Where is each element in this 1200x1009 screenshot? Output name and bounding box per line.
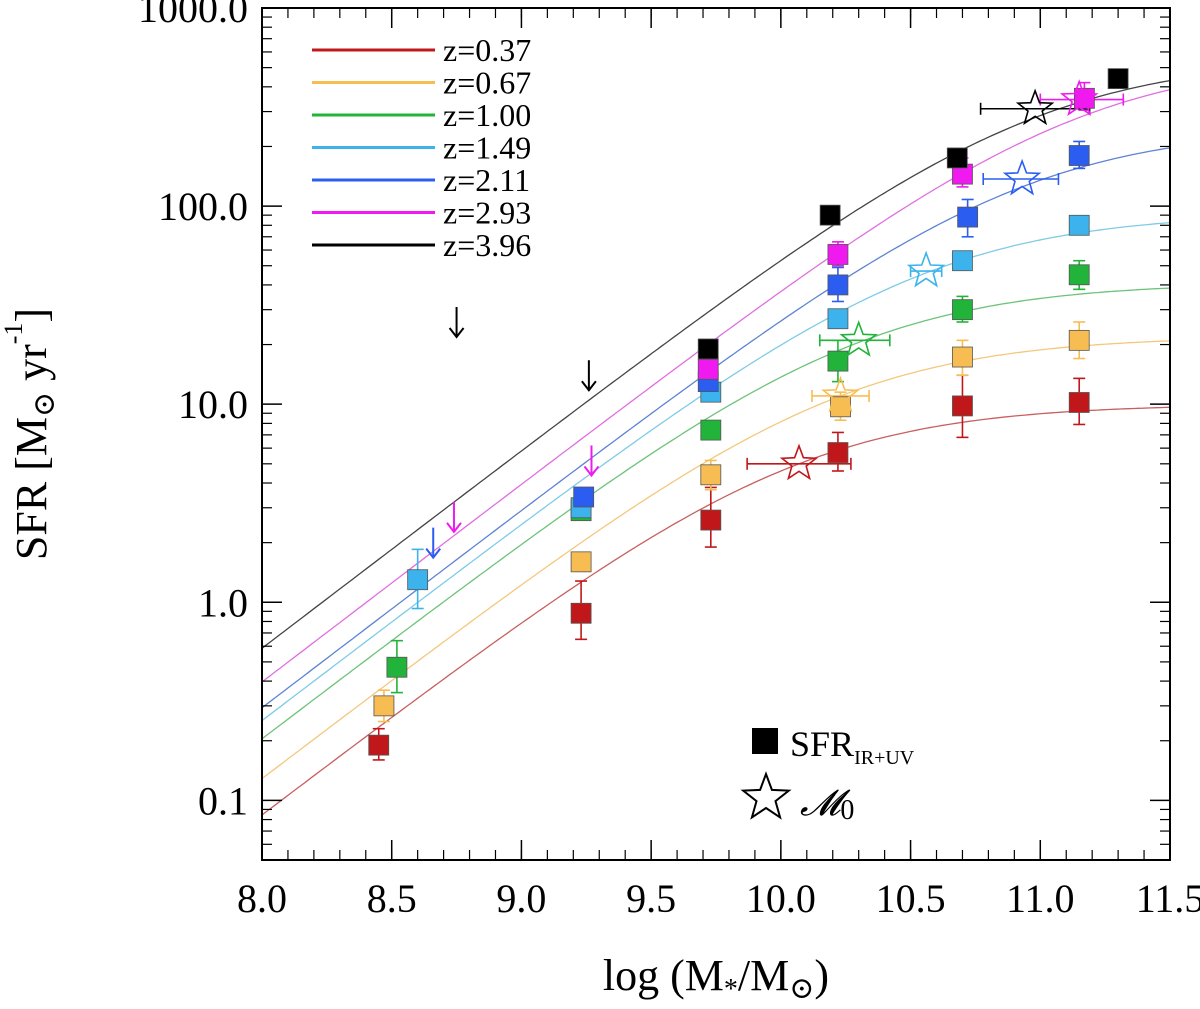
data-square-3-4 (952, 250, 973, 272)
legend: z=0.37z=0.67z=1.00z=1.49z=2.11z=2.93z=3.… (312, 32, 531, 263)
data-square-0-5 (1068, 392, 1090, 413)
data-square-5-0 (697, 358, 719, 380)
legend-label-3: z=1.49 (443, 130, 531, 166)
model-curves (261, 79, 1171, 816)
model-curve-0 (261, 406, 1171, 816)
x-tick-label-6: 11.0 (1006, 876, 1075, 921)
legend-label-4: z=2.11 (443, 162, 530, 198)
mass-star-2 (839, 320, 878, 357)
data-square-0-3 (827, 442, 849, 463)
data-square-6-2 (946, 147, 968, 169)
upper-limit-arrows (425, 306, 600, 560)
data-square-2-3 (827, 350, 849, 372)
y-tick-label-0: 0.1 (198, 778, 248, 823)
plot-frame (261, 7, 1171, 861)
data-square-0-1 (570, 602, 592, 624)
legend-label-5: z=2.93 (443, 195, 531, 231)
mass-star-1 (821, 375, 860, 413)
x-tick-label-7: 11.5 (1136, 876, 1200, 921)
data-square-6-3 (1107, 68, 1129, 90)
data-square-2-5 (1068, 264, 1090, 286)
key-square-icon (752, 728, 778, 754)
upper-limit-head-2 (446, 522, 462, 534)
data-square-0-2 (700, 509, 722, 531)
data-square-4-2 (827, 274, 849, 296)
x-tick-label-1: 8.5 (367, 876, 417, 921)
key-star-icon (740, 771, 792, 820)
symbol-key: SFRIR+UV 𝓜0 (740, 724, 915, 826)
y-tick-label-1: 1.0 (198, 580, 248, 625)
data-square-2-4 (952, 299, 973, 321)
x-tick-label-3: 9.5 (626, 876, 676, 921)
mass-star-0 (779, 443, 819, 481)
x-tick-label-5: 10.5 (876, 876, 946, 921)
mass-star-6 (1015, 88, 1055, 126)
key-star-label: 𝓜0 (800, 783, 854, 826)
x-tick-label-4: 10.0 (746, 876, 816, 921)
data-square-1-5 (1068, 329, 1090, 351)
data-square-1-1 (570, 551, 592, 573)
data-square-0-4 (952, 395, 973, 417)
data-square-3-3 (827, 308, 849, 330)
mass-star-4 (1002, 158, 1042, 196)
legend-label-6: z=3.96 (443, 227, 531, 263)
axis-ticks: 8.0 8.5 9.0 9.5 10.0 10.5 11.0 11.5 0.1 1.0 10.0 10… (138, 0, 1200, 921)
upper-limit-head-3 (583, 465, 600, 478)
y-tick-label-3: 100.0 (158, 184, 248, 229)
data-square-1-2 (700, 464, 722, 486)
model-curve-1 (261, 340, 1171, 780)
x-tick-label-2: 9.0 (496, 876, 546, 921)
data-square-6-0 (697, 338, 719, 360)
plot-border (261, 7, 1171, 861)
y-axis-label: SFR [M⊙ yr-1] (0, 308, 61, 560)
y-tick-label-4: 1000.0 (138, 0, 248, 31)
data-square-1-0 (373, 695, 395, 717)
data-square-3-0 (407, 569, 429, 591)
data-square-3-5 (1068, 214, 1090, 236)
upper-limit-head-4 (425, 548, 442, 560)
data-square-5-1 (827, 244, 849, 265)
data-square-4-0 (573, 486, 595, 508)
key-square-label: SFRIR+UV (790, 724, 915, 769)
mass-star-5 (1059, 79, 1099, 116)
data-markers (368, 68, 1129, 756)
data-square-2-2 (700, 419, 722, 441)
data-square-1-4 (952, 346, 973, 368)
legend-label-2: z=1.00 (443, 97, 531, 133)
model-curve-2 (261, 287, 1171, 740)
data-square-2-0 (386, 656, 408, 678)
x-axis-label: log (M*/M⊙) (603, 951, 829, 1005)
axis-labels: log (M*/M⊙) SFR [M⊙ yr-1] (0, 308, 829, 1005)
legend-label-0: z=0.37 (443, 32, 531, 68)
x-tick-label-0: 8.0 (237, 876, 287, 921)
mass-star-3 (906, 250, 946, 288)
model-curve-6 (261, 79, 1171, 649)
data-square-4-4 (1068, 145, 1090, 166)
legend-label-1: z=0.67 (443, 65, 531, 101)
upper-limit-head-0 (448, 327, 465, 339)
data-square-4-3 (957, 206, 979, 228)
data-square-0-0 (368, 734, 390, 756)
data-square-6-1 (819, 204, 841, 226)
upper-limit-head-1 (581, 380, 597, 392)
y-tick-label-2: 10.0 (178, 382, 248, 427)
